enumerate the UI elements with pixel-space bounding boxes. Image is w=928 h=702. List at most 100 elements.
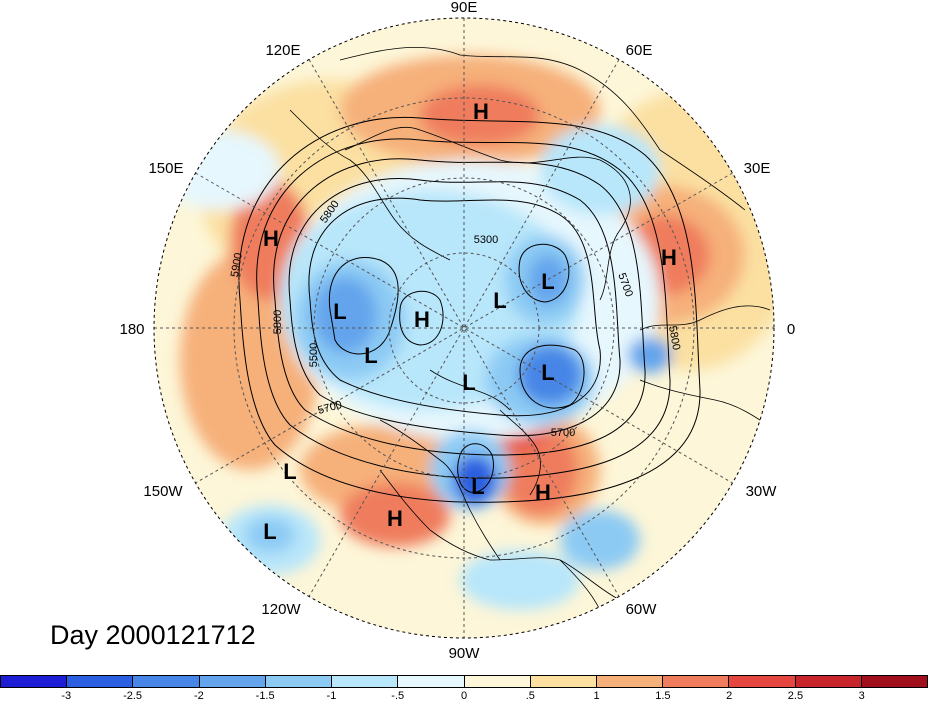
low-marker: L [333, 299, 346, 324]
colorbar-swatch [595, 675, 663, 688]
contour-line [238, 116, 701, 503]
coastline [344, 126, 631, 301]
coastline [499, 409, 541, 496]
colorbar-tick-label: 1 [593, 690, 600, 702]
meridian [308, 59, 620, 597]
pressure-systems: H H H H H H L L L L L L L L L [263, 99, 677, 544]
colorbar-swatch [860, 675, 928, 688]
low-marker: L [541, 269, 554, 294]
colorbar-tick-label: 1.5 [655, 690, 671, 702]
meridian [308, 59, 620, 597]
colorbar: -3 -2.5 -2 -1.5 -1 -.5 0 .5 1 1.5 2 2.5 3 [0, 675, 928, 702]
contour-label: 5300 [474, 234, 498, 246]
low-marker: L [471, 474, 484, 499]
colorbar-tick-label: 0 [460, 690, 468, 702]
colorbar-swatch [66, 675, 133, 688]
lon-label-180: 180 [119, 321, 144, 338]
colorbar-tick-label: -3 [61, 690, 72, 702]
colorbar-swatch [132, 675, 199, 688]
high-marker: H [661, 245, 677, 270]
lon-label-90w: 90W [449, 645, 481, 662]
contour-line [288, 178, 621, 437]
colorbar-tick-label: -2 [193, 690, 204, 702]
colorbar-swatch [662, 675, 729, 688]
figure-title: Day 2000121712 [50, 620, 256, 650]
contour-line [519, 344, 585, 409]
low-marker: L [283, 459, 296, 484]
low-marker: L [493, 288, 506, 313]
contour-line [518, 243, 570, 303]
contour-line [399, 290, 444, 346]
contour-label: 5900 [229, 252, 245, 278]
neg-anomaly-area [560, 510, 640, 570]
lon-label-120e: 120E [265, 42, 300, 59]
colorbar-tick-label: .5 [525, 690, 535, 702]
colorbar-swatch [463, 675, 530, 688]
contour-line [256, 138, 671, 479]
lon-label-0: 0 [787, 321, 795, 338]
lon-label-30e: 30E [744, 160, 771, 177]
lon-label-90e: 90E [451, 0, 478, 16]
contour-line [273, 158, 646, 456]
high-marker: H [473, 99, 489, 124]
coastline [429, 369, 511, 411]
contour-label: 5500 [308, 343, 320, 367]
high-marker: H [263, 226, 279, 251]
high-marker: H [535, 480, 551, 505]
coastline [289, 109, 451, 261]
lon-label-150w: 150W [143, 483, 183, 500]
low-marker: L [364, 343, 377, 368]
coastlines [289, 47, 774, 638]
colorbar-swatch [264, 675, 332, 688]
height-contours [238, 116, 701, 503]
low-marker: L [462, 370, 475, 395]
colorbar-tick-label: -.5 [391, 690, 405, 702]
neg-anomaly-area [460, 550, 580, 610]
meridian [195, 172, 733, 484]
pos-anomaly-area [420, 85, 540, 145]
contour-line [308, 197, 601, 417]
colorbar-swatch [728, 675, 795, 688]
lon-label-60e: 60E [626, 42, 653, 59]
latitude-circle [313, 177, 615, 479]
colorbar-swatch [397, 675, 464, 688]
contour-line [328, 256, 399, 355]
colorbar-tick-label: 2.5 [787, 690, 804, 702]
lon-label-30w: 30W [746, 483, 778, 500]
neg-anomaly-area [540, 125, 660, 215]
lon-label-60w: 60W [626, 601, 658, 618]
neg-anomaly-area [628, 337, 672, 373]
colorbar-tick-label: -1.5 [255, 690, 275, 702]
low-marker: L [541, 360, 554, 385]
neg-anomaly-area [528, 255, 568, 305]
neg-anomaly-area [245, 517, 295, 553]
coastline [379, 419, 501, 561]
colorbar-tick-label: 2 [726, 690, 733, 702]
high-marker: H [414, 307, 430, 332]
coastline [639, 305, 771, 331]
colorbar-swatch [529, 675, 596, 688]
coastline [339, 47, 746, 211]
colorbar-swatch [331, 675, 398, 688]
neg-anomaly-area [518, 345, 582, 405]
contour-label: 5800 [666, 325, 682, 351]
colorbar-swatches [0, 675, 928, 689]
colorbar-swatch [198, 675, 265, 688]
colorbar-tick-label: -2.5 [123, 690, 143, 702]
colorbar-swatch [794, 675, 861, 688]
colorbar-tick-label: -1 [326, 690, 337, 702]
lon-label-120w: 120W [261, 601, 301, 618]
contour-label: 5800 [272, 310, 284, 334]
colorbar-labels: -3 -2.5 -2 -1.5 -1 -.5 0 .5 1 1.5 2 2.5 3 [0, 690, 928, 702]
meridian [195, 172, 733, 484]
colorbar-swatch [0, 675, 67, 688]
coastline [379, 469, 621, 601]
colorbar-tick-label: 3 [858, 690, 865, 702]
lon-label-150e: 150E [148, 160, 183, 177]
contour-label: 5700 [551, 427, 575, 439]
high-marker: H [387, 506, 403, 531]
graticule [154, 18, 774, 638]
low-marker: L [263, 519, 276, 544]
